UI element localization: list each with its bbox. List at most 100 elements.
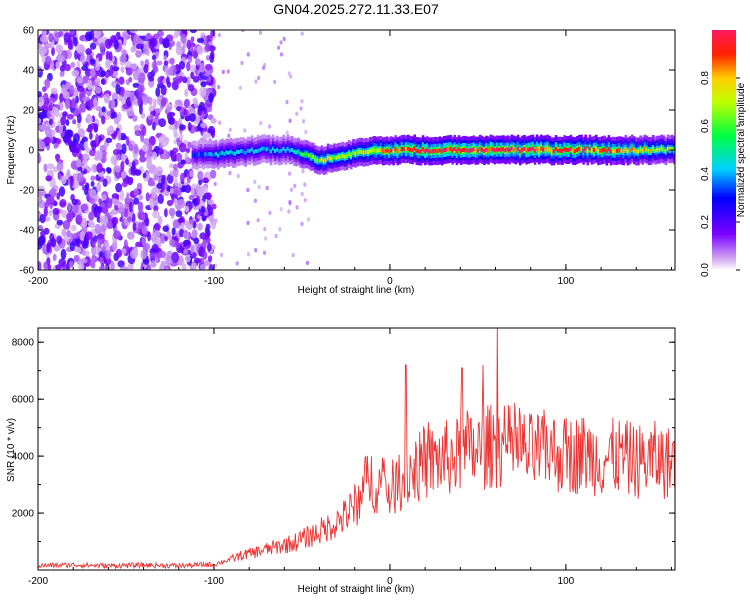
signal-cell xyxy=(290,147,294,152)
noise-blob xyxy=(114,204,119,211)
noise-blob xyxy=(155,112,160,119)
signal-cell xyxy=(309,154,313,159)
signal-cell xyxy=(293,149,296,154)
noise-blob xyxy=(115,83,121,95)
noise-blob xyxy=(148,135,156,146)
snr-ylabel: SNR (10 * v/v) xyxy=(6,418,17,482)
noise-blob xyxy=(262,65,266,71)
noise-blob xyxy=(227,133,231,138)
noise-blob xyxy=(105,50,110,61)
noise-blob xyxy=(300,191,304,197)
signal-cell xyxy=(322,158,326,163)
noise-blob xyxy=(58,258,66,267)
noise-blob xyxy=(71,198,78,206)
signal-cell xyxy=(576,148,579,152)
noise-blob xyxy=(56,219,64,226)
noise-blob xyxy=(140,249,148,260)
noise-blob xyxy=(198,187,205,197)
noise-blob xyxy=(188,55,193,64)
noise-blob xyxy=(111,99,116,110)
noise-blob xyxy=(210,30,214,39)
chart-title: GN04.2025.272.11.33.E07 xyxy=(273,1,439,17)
signal-cell xyxy=(231,151,235,156)
noise-blob xyxy=(81,217,88,228)
noise-blob xyxy=(43,92,49,102)
x-tick-label: 100 xyxy=(558,576,575,587)
noise-blob xyxy=(206,75,212,83)
noise-blob xyxy=(137,96,142,106)
noise-blob xyxy=(303,198,307,203)
noise-blob xyxy=(174,120,179,130)
noise-blob xyxy=(129,30,138,34)
noise-blob xyxy=(306,217,311,222)
noise-blob xyxy=(100,224,107,232)
noise-blob xyxy=(178,60,186,70)
noise-blob xyxy=(68,261,74,268)
noise-blob xyxy=(217,32,221,38)
noise-blob xyxy=(184,98,190,109)
signal-cell xyxy=(523,146,526,151)
noise-blob xyxy=(132,222,137,231)
signal-cell xyxy=(282,146,285,151)
noise-blob xyxy=(76,247,82,253)
signal-cell xyxy=(599,148,602,153)
noise-blob xyxy=(150,187,157,198)
signal-cell xyxy=(478,146,482,151)
noise-blob xyxy=(184,254,191,263)
noise-blob xyxy=(60,248,67,260)
signal-cell xyxy=(527,147,530,152)
noise-blob xyxy=(164,266,170,270)
noise-blob xyxy=(72,237,80,247)
noise-blob xyxy=(69,175,74,187)
noise-blob xyxy=(47,195,55,205)
signal-cell xyxy=(495,147,499,152)
noise-blob xyxy=(123,239,128,251)
noise-blob xyxy=(198,101,206,112)
noise-blob xyxy=(113,40,119,50)
y-tick-label: 4000 xyxy=(12,452,35,463)
noise-blob xyxy=(110,64,114,76)
noise-blob xyxy=(112,148,121,156)
signal-cell xyxy=(413,146,416,151)
signal-cell xyxy=(535,146,539,151)
y-tick-label: 20 xyxy=(23,106,35,117)
noise-blob xyxy=(101,115,106,125)
noise-blob xyxy=(72,133,80,144)
noise-blob xyxy=(289,187,294,192)
signal-cell xyxy=(614,149,617,154)
signal-cell xyxy=(206,152,209,157)
signal-cell xyxy=(286,146,290,151)
noise-blob xyxy=(50,187,57,198)
noise-blob xyxy=(115,248,123,258)
noise-blob xyxy=(171,251,180,263)
noise-blob xyxy=(187,122,192,132)
noise-blob xyxy=(61,228,67,237)
colorbar-ticks: 0.0 0.2 0.4 0.6 0.8 xyxy=(700,71,740,277)
noise-blob xyxy=(121,143,127,155)
noise-blob xyxy=(44,78,51,89)
signal-cell xyxy=(485,147,488,152)
noise-blob xyxy=(149,252,157,259)
signal-cell xyxy=(546,146,549,151)
noise-blob xyxy=(178,75,184,82)
noise-blob xyxy=(153,66,159,73)
noise-blob xyxy=(176,182,183,188)
noise-blob xyxy=(51,47,55,56)
noise-blob xyxy=(165,255,173,266)
signal-cell xyxy=(552,149,556,154)
signal-cell xyxy=(582,148,585,153)
noise-blob xyxy=(99,42,105,51)
noise-blob xyxy=(184,88,189,97)
signal-cell xyxy=(664,149,668,154)
noise-blob xyxy=(81,65,89,71)
noise-blob xyxy=(64,98,70,110)
noise-blob xyxy=(95,106,102,112)
noise-blob xyxy=(121,181,128,188)
signal-cell xyxy=(459,148,463,153)
signal-cell xyxy=(358,149,362,154)
signal-cell xyxy=(288,148,292,153)
noise-blob xyxy=(300,99,304,104)
noise-blob xyxy=(205,223,211,231)
noise-blob xyxy=(76,113,82,124)
noise-blob xyxy=(182,76,188,84)
